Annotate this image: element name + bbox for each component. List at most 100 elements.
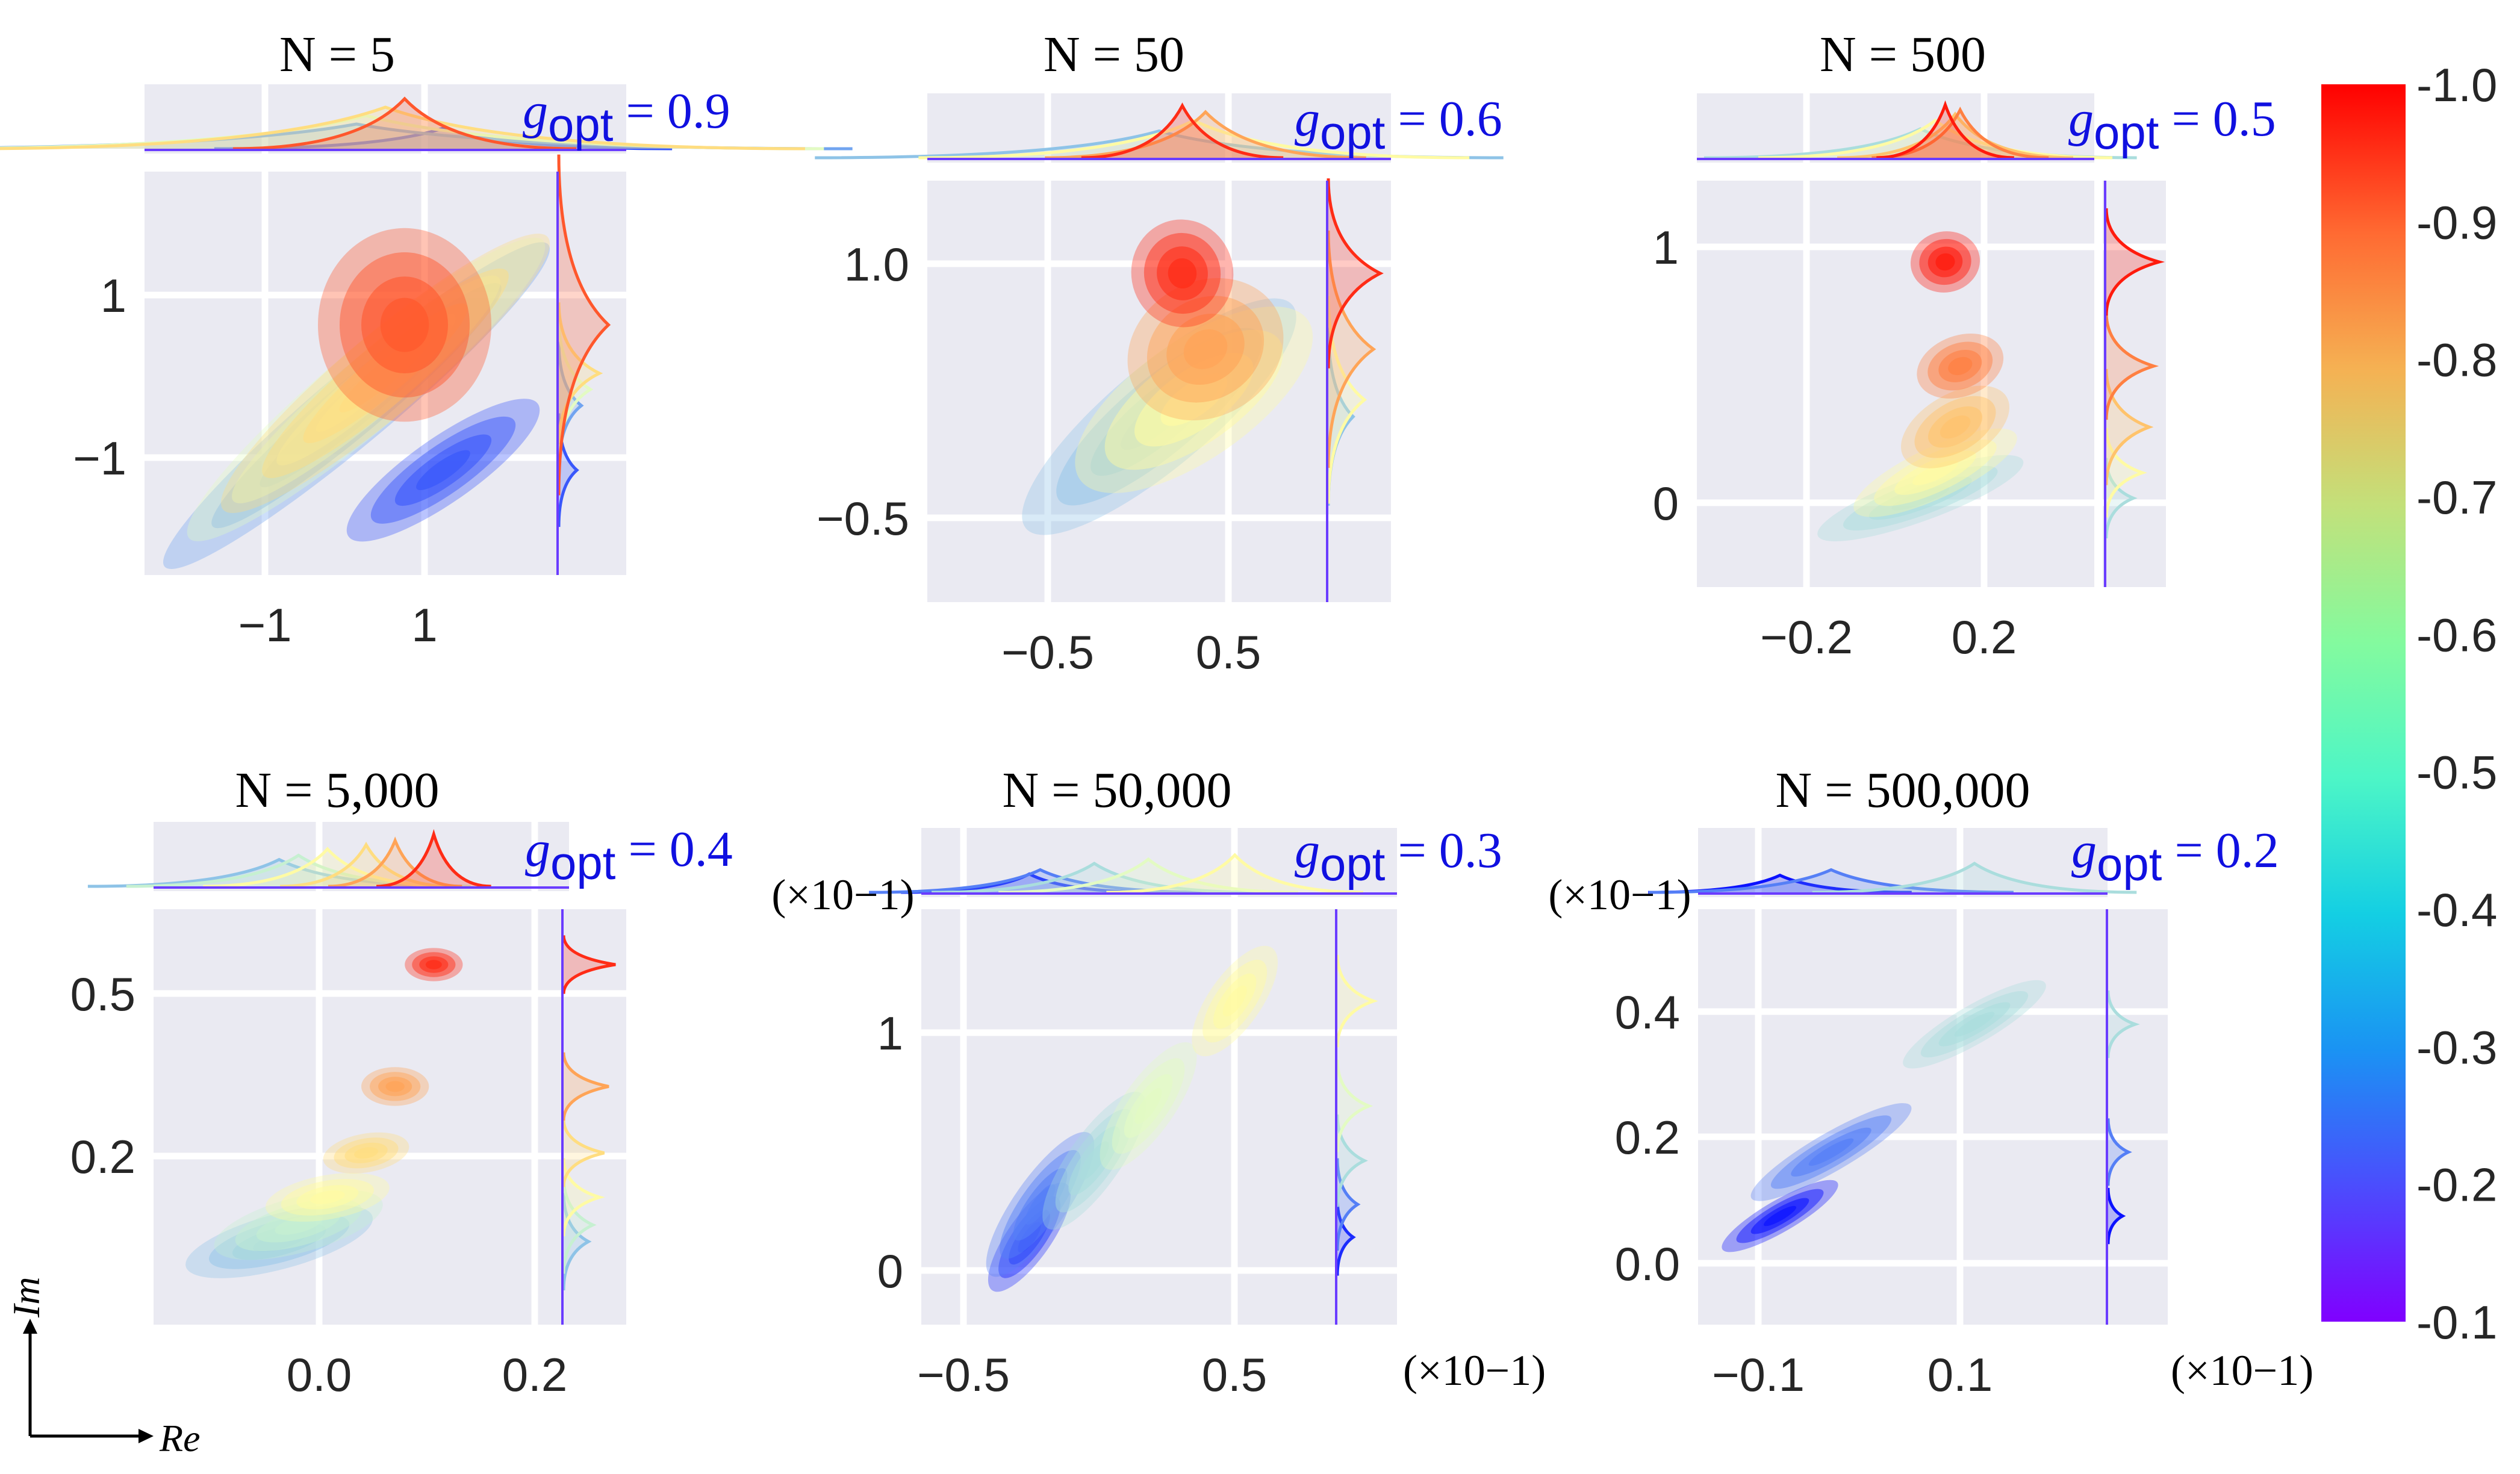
density-layer	[1722, 980, 2046, 1252]
density-layer	[185, 948, 463, 1278]
density-contour	[1940, 415, 1971, 439]
top-marginal-curve	[932, 862, 1257, 894]
side-marginal-area	[2105, 909, 2168, 1325]
density-contour	[385, 1081, 405, 1092]
panel-2: −0.5 0.5 1.0 −0.5 N = 50 gopt = 0.6	[815, 26, 1504, 679]
density-contour	[416, 450, 470, 490]
colorbar-tick-label: -0.2	[2416, 1158, 2497, 1211]
im-axis-label: Im	[5, 1277, 48, 1318]
side-marginal-curve	[562, 1176, 597, 1274]
re-arrow-head	[138, 1429, 154, 1443]
side-marginal-curve	[2106, 1187, 2126, 1245]
y-sci-multiplier: (×10−1)	[1548, 871, 1691, 919]
density-cluster	[1042, 1092, 1146, 1230]
top-marginal-curve	[1876, 100, 2014, 160]
density-contour	[1168, 258, 1197, 289]
x-tick-label: −0.1	[1712, 1348, 1805, 1401]
density-cluster	[1853, 428, 2017, 517]
x-tick-label: −0.5	[1001, 626, 1094, 679]
density-cluster	[986, 1131, 1095, 1277]
top-marginal-curve	[232, 96, 577, 151]
side-marginal-curve	[1336, 954, 1378, 1048]
im-arrow-head	[23, 1319, 37, 1334]
y-tick-label: 1	[1653, 221, 1679, 274]
top-marginal-curve	[1837, 111, 2074, 160]
top-marginal-curve	[214, 126, 673, 151]
colorbar-tick-label: -0.5	[2416, 746, 2497, 799]
x-tick-label: −0.2	[1760, 611, 1853, 664]
panel-title: N = 5,000	[235, 762, 439, 818]
y-tick-label: 0.2	[1615, 1111, 1680, 1164]
gopt-annotation: gopt = 0.6	[1295, 91, 1502, 159]
main-plot-area	[1698, 909, 2108, 1325]
side-marginal-curve	[562, 935, 616, 994]
density-contour	[1912, 460, 1959, 485]
colorbar-tick-label: -0.9	[2416, 196, 2497, 249]
density-cluster	[1127, 278, 1284, 421]
density-contour	[1134, 1088, 1162, 1124]
top-marginal-curve	[1081, 102, 1284, 160]
density-contour	[1025, 1184, 1056, 1225]
colorbar-tick-label: -0.1	[2416, 1296, 2497, 1349]
density-cluster	[1910, 231, 1980, 293]
side-marginal-curve	[562, 1052, 609, 1121]
main-plot-area	[921, 909, 1397, 1325]
y-tick-label: 0.0	[1615, 1237, 1680, 1290]
density-cluster	[323, 1132, 409, 1174]
side-marginal-curve	[562, 1119, 605, 1187]
colorbar: -1.0 -0.9 -0.8 -0.7 -0.6 -0.5 -0.4 -0.3 -0.2 -0.1	[2321, 58, 2497, 1349]
colorbar-tick-label: -0.3	[2416, 1021, 2497, 1074]
top-marginal-curve	[280, 841, 452, 888]
x-tick-label: 0.1	[1927, 1348, 1993, 1401]
top-marginal-curve	[998, 857, 1298, 894]
density-contour	[1808, 1138, 1854, 1166]
x-tick-label: −1	[238, 599, 292, 651]
x-tick-label: −0.5	[917, 1348, 1010, 1401]
density-contour	[1763, 1205, 1797, 1227]
gopt-annotation: gopt = 0.2	[2071, 823, 2279, 891]
panel-4: 0.0 0.2 0.5 0.2 N = 5,000 gopt = 0.4	[70, 762, 733, 1401]
density-cluster	[1722, 1180, 1838, 1252]
density-cluster	[361, 1067, 429, 1106]
y-tick-label: 1.0	[844, 238, 909, 291]
x-tick-label: 0.2	[1952, 611, 2017, 664]
colorbar-tick-label: -0.7	[2416, 471, 2497, 524]
panel-title: N = 500,000	[1775, 762, 2030, 818]
top-marginal-curve	[918, 119, 1470, 160]
density-cluster	[214, 1190, 383, 1260]
density-contour	[1222, 985, 1247, 1017]
density-contour	[380, 297, 429, 352]
colorbar-tick-label: -0.6	[2416, 608, 2497, 661]
density-contour	[1183, 329, 1228, 370]
density-cluster	[1903, 980, 2046, 1069]
gopt-annotation: gopt = 0.5	[2068, 91, 2276, 159]
side-marginal-curve	[2105, 428, 2147, 518]
density-layer	[1817, 231, 2024, 541]
colorbar-tick-label: -1.0	[2416, 58, 2497, 111]
side-marginal-curve	[557, 154, 611, 496]
side-marginal-curve	[2105, 368, 2154, 485]
density-layer	[1022, 219, 1313, 535]
density-cluster	[265, 1172, 390, 1222]
y-sci-multiplier: (×10−1)	[771, 871, 914, 919]
density-contour	[1948, 356, 1973, 376]
density-layer	[163, 228, 550, 569]
side-marginal-curve	[2105, 312, 2159, 420]
density-cluster	[1917, 334, 2004, 399]
top-marginal-curve	[0, 105, 805, 151]
top-marginal-curve	[1106, 853, 1363, 894]
colorbar-gradient	[2321, 84, 2406, 1322]
corner-axes-indicator: Im Re	[5, 1277, 201, 1460]
x-tick-label: 1	[411, 599, 437, 651]
side-marginal-curve	[2105, 208, 2165, 316]
density-contour	[1954, 1012, 1995, 1037]
x-tick-label: 0.5	[1202, 1348, 1267, 1401]
panels-layer: −1 1 1 −1 N = 5 gopt = 0.9 −0.5 0.5 1.0 −0.5 N = 5…	[0, 26, 2313, 1401]
top-marginal-curve	[1649, 868, 2014, 894]
side-marginal-curve	[562, 1193, 592, 1290]
y-tick-label: 1	[877, 1007, 903, 1060]
x-tick-label: 0.0	[287, 1348, 352, 1401]
panel-title: N = 5	[279, 26, 395, 82]
side-marginal-curve	[1336, 1198, 1356, 1276]
